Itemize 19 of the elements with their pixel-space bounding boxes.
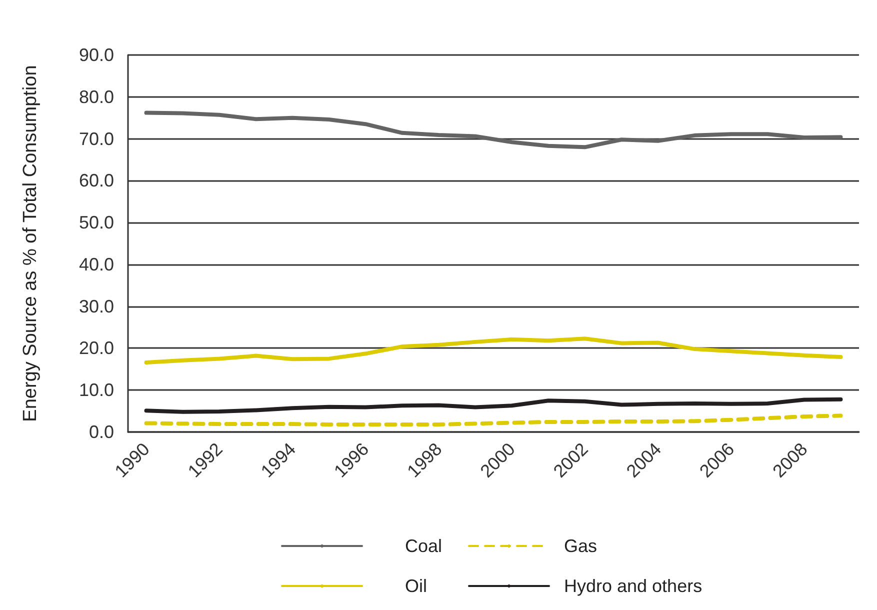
- y-tick-label: 50.0: [78, 212, 114, 233]
- y-tick-label: 70.0: [78, 128, 114, 149]
- y-tick-label: 80.0: [78, 86, 114, 107]
- line-series: [144, 397, 843, 414]
- y-tick-label: 0.0: [88, 422, 114, 442]
- line-series: [144, 414, 843, 426]
- legend-label: Coal: [405, 536, 442, 556]
- legend-label: Hydro and others: [564, 576, 702, 596]
- y-tick-label: 40.0: [78, 254, 114, 274]
- y-tick-label: 10.0: [78, 380, 114, 400]
- line-series: [144, 110, 843, 150]
- y-tick-label: 20.0: [78, 338, 114, 358]
- line-series: [144, 336, 843, 364]
- y-axis-title: Energy Source as % of Total Consumption: [20, 65, 41, 422]
- legend-label: Oil: [405, 576, 427, 596]
- y-tick-label: 90.0: [78, 45, 114, 65]
- legend-label: Gas: [564, 536, 598, 556]
- y-tick-label: 60.0: [78, 170, 114, 191]
- y-tick-label: 30.0: [78, 296, 114, 316]
